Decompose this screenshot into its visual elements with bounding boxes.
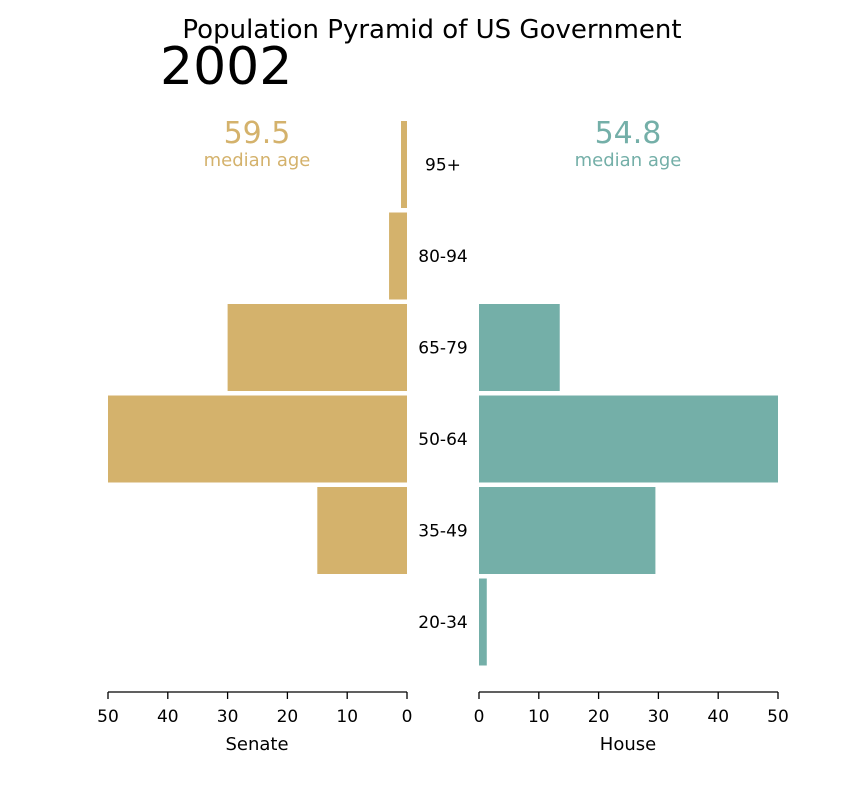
senate-median-value: 59.5 [224, 116, 291, 151]
category-label: 20-34 [418, 613, 467, 633]
senate-tick-label: 20 [277, 707, 299, 727]
bars-layer [108, 121, 778, 666]
house-tick-label: 50 [767, 707, 789, 727]
senate-bar-95plus [401, 121, 407, 208]
category-label: 80-94 [418, 247, 467, 267]
senate-median-label: median age [204, 150, 311, 171]
senate-bar-65-79 [227, 304, 407, 391]
senate-tick-label: 50 [97, 707, 119, 727]
house-tick-label: 10 [528, 707, 550, 727]
house-tick-label: 0 [474, 707, 485, 727]
chart-title: Population Pyramid of US Government [182, 15, 681, 45]
house-median-value: 54.8 [595, 116, 662, 151]
category-label: 50-64 [418, 430, 467, 450]
senate-tick-label: 40 [157, 707, 179, 727]
house-bar-50-64 [479, 395, 778, 483]
senate-axis-label: Senate [225, 734, 288, 755]
house-median-label: median age [575, 150, 682, 171]
category-labels: 95+ 80-94 65-79 50-64 35-49 20-34 [418, 156, 467, 634]
category-label: 65-79 [418, 339, 467, 359]
category-label: 35-49 [418, 522, 467, 542]
senate-tick-label: 0 [402, 707, 413, 727]
category-label: 95+ [425, 156, 461, 176]
house-tick-label: 20 [588, 707, 610, 727]
senate-bar-50-64 [108, 395, 407, 483]
chart-year: 2002 [160, 37, 292, 97]
senate-tick-label: 30 [217, 707, 239, 727]
senate-bar-80-94 [389, 212, 407, 300]
senate-bar-35-49 [317, 487, 407, 574]
house-tick-label: 40 [707, 707, 729, 727]
house-bar-65-79 [479, 304, 560, 391]
house-axis-label: House [600, 734, 656, 755]
house-tick-label: 30 [648, 707, 670, 727]
house-bar-20-34 [479, 578, 487, 666]
tick-layer: 50 40 30 20 10 0 0 10 20 30 40 50 [97, 692, 789, 727]
senate-tick-label: 10 [336, 707, 358, 727]
house-bar-35-49 [479, 487, 656, 574]
